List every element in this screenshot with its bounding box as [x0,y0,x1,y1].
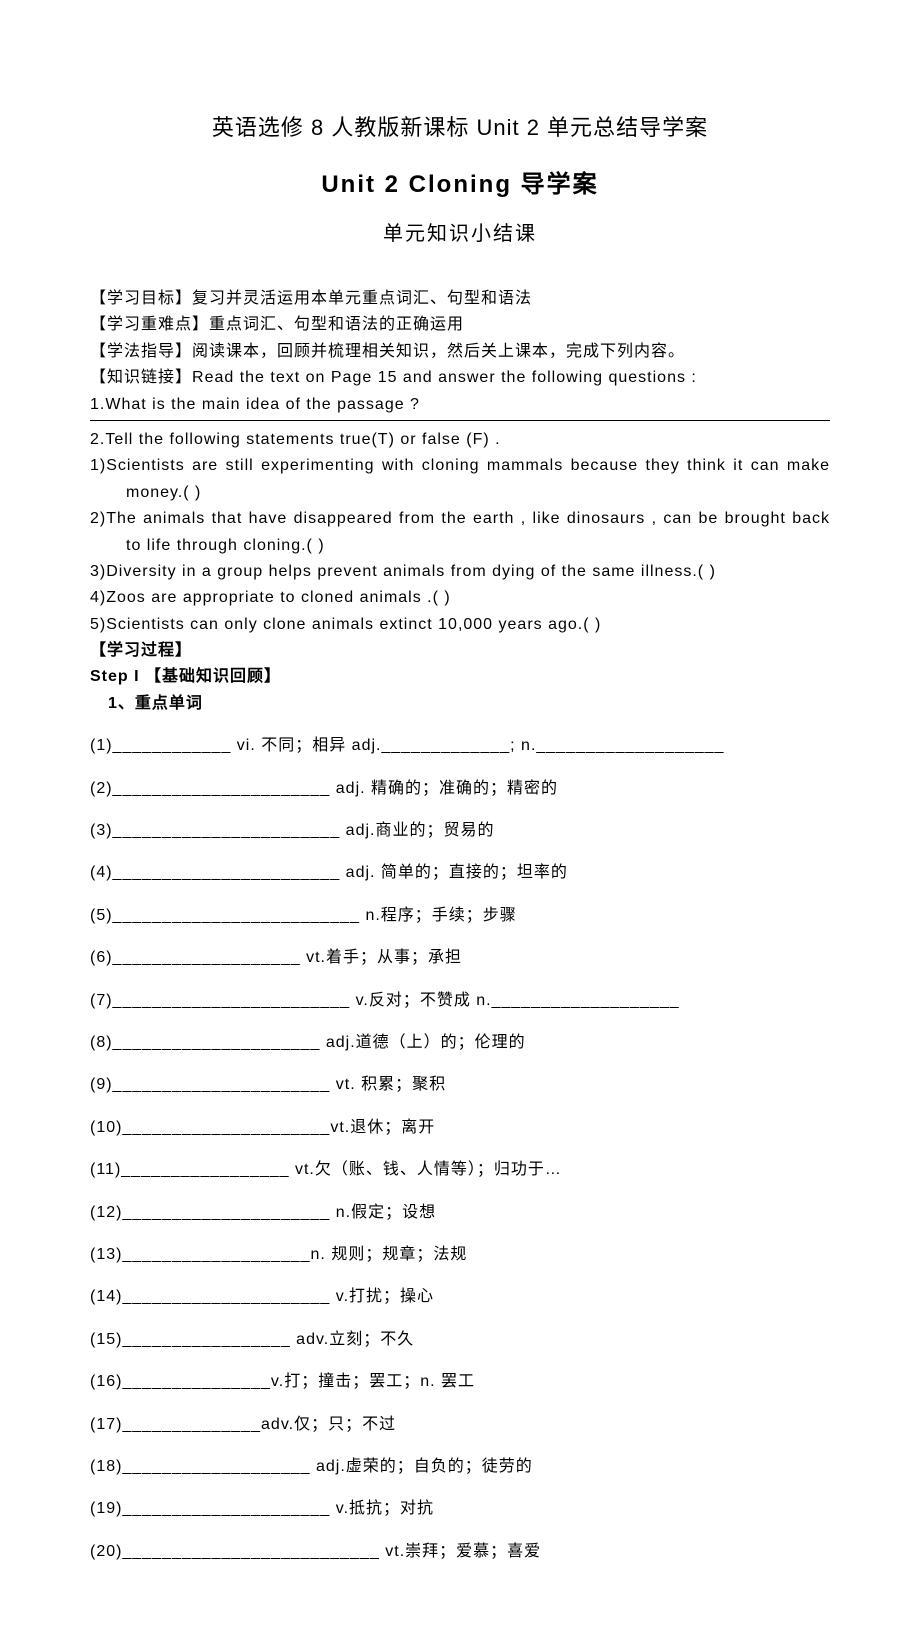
vocab-item: (13)___________________n. 规则；规章；法规 [90,1242,830,1268]
vocab-item: (12)_____________________ n.假定；设想 [90,1200,830,1226]
learning-goals: 【学习目标】复习并灵活运用本单元重点词汇、句型和语法 [90,286,830,312]
goals-label: 【学习目标】 [90,290,192,307]
tf-statement-2: 2)The animals that have disappeared from… [90,506,830,559]
vocab-item: (11)_________________ vt.欠（账、钱、人情等）；归功于… [90,1157,830,1183]
vocab-item: (16)_______________v.打；撞击；罢工；n. 罢工 [90,1369,830,1395]
question-2: 2.Tell the following statements true(T) … [90,427,830,453]
vocab-item: (20)__________________________ vt.崇拜；爱慕；… [90,1539,830,1565]
vocab-item: (15)_________________ adv.立刻；不久 [90,1327,830,1353]
vocab-item: (17)______________adv.仅；只；不过 [90,1412,830,1438]
learning-process-label: 【学习过程】 [90,638,830,664]
vocab-item: (18)___________________ adj.虚荣的；自负的；徒劳的 [90,1454,830,1480]
diff-label: 【学习重难点】 [90,316,209,333]
step-1-heading: Step I 【基础知识回顾】 [90,664,830,690]
method-text: 阅读课本，回顾并梳理相关知识，然后关上课本，完成下列内容。 [192,343,685,360]
link-label: 【知识链接】 [90,369,192,386]
tf-statement-3: 3)Diversity in a group helps prevent ani… [90,559,830,585]
vocab-item: (6)___________________ vt.着手；从事；承担 [90,945,830,971]
method-label: 【学法指导】 [90,343,192,360]
tf-statement-5: 5)Scientists can only clone animals exti… [90,612,830,638]
vocab-item: (4)_______________________ adj. 简单的；直接的；… [90,860,830,886]
vocab-item: (14)_____________________ v.打扰；操心 [90,1284,830,1310]
vocab-item: (2)______________________ adj. 精确的；准确的；精… [90,776,830,802]
vocab-item: (8)_____________________ adj.道德（上）的；伦理的 [90,1030,830,1056]
doc-title-line3: 单元知识小结课 [90,217,830,246]
knowledge-link: 【知识链接】Read the text on Page 15 and answe… [90,365,830,391]
question-1: 1.What is the main idea of the passage ? [90,392,830,418]
vocab-list: (1)____________ vi. 不同；相异 adj.__________… [90,733,830,1565]
diff-text: 重点词汇、句型和语法的正确运用 [209,316,464,333]
link-text: Read the text on Page 15 and answer the … [192,369,697,386]
vocab-item: (1)____________ vi. 不同；相异 adj.__________… [90,733,830,759]
doc-title-line1: 英语选修 8 人教版新课标 Unit 2 单元总结导学案 [90,110,830,142]
learning-difficulty: 【学习重难点】重点词汇、句型和语法的正确运用 [90,312,830,338]
document-page: 英语选修 8 人教版新课标 Unit 2 单元总结导学案 Unit 2 Clon… [0,0,920,1641]
doc-title-line2: Unit 2 Cloning 导学案 [90,164,830,199]
sub-heading-1: 1、重点单词 [90,691,830,717]
goals-text: 复习并灵活运用本单元重点词汇、句型和语法 [192,290,532,307]
vocab-item: (3)_______________________ adj.商业的；贸易的 [90,818,830,844]
vocab-item: (19)_____________________ v.抵抗；对抗 [90,1496,830,1522]
vocab-item: (7)________________________ v.反对；不赞成 n._… [90,988,830,1014]
vocab-item: (10)_____________________vt.退休；离开 [90,1115,830,1141]
vocab-item: (9)______________________ vt. 积累；聚积 [90,1072,830,1098]
answer-line [90,420,830,421]
learning-method: 【学法指导】阅读课本，回顾并梳理相关知识，然后关上课本，完成下列内容。 [90,339,830,365]
tf-statement-1: 1)Scientists are still experimenting wit… [90,453,830,506]
vocab-item: (5)_________________________ n.程序；手续；步骤 [90,903,830,929]
tf-statement-4: 4)Zoos are appropriate to cloned animals… [90,585,830,611]
